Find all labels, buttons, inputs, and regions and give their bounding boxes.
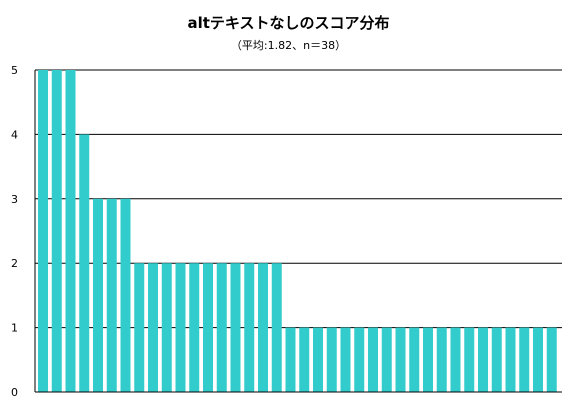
y-tick-label: 2 [11,257,18,270]
bar [409,327,420,392]
bar [436,327,447,392]
bar [285,327,296,392]
bar [505,327,516,392]
bar [244,263,255,392]
y-tick-label: 4 [11,128,18,141]
bar [450,327,461,392]
bar [299,327,310,392]
bar [478,327,488,392]
bar [51,70,62,392]
bar [354,327,365,392]
bar [79,134,90,392]
bar [546,327,557,392]
chart-title: altテキストなしのスコア分布 [187,14,390,32]
bar [175,263,186,392]
y-tick-label: 3 [11,193,18,206]
bar [258,263,268,392]
bar [106,198,117,392]
bar [271,263,282,392]
bar [395,327,406,392]
bar [533,327,543,392]
bar [491,327,502,392]
bar [38,70,48,392]
bar [464,327,475,392]
bar [313,327,323,392]
bar [368,327,378,392]
bar [93,198,103,392]
bar [230,263,241,392]
y-tick-label: 1 [11,322,18,335]
bar [519,327,530,392]
bar [189,263,200,392]
bar [161,263,172,392]
bar [120,198,131,392]
chart-subtitle: （平均:1.82、n＝38） [230,39,347,52]
bar [423,327,433,392]
bar [326,327,337,392]
bar [148,263,158,392]
y-tick-label: 5 [11,64,18,77]
y-tick-label: 0 [11,386,18,399]
bar [216,263,227,392]
bar [381,327,392,392]
bar [134,263,145,392]
bar [203,263,213,392]
bar [65,70,76,392]
bar [340,327,351,392]
